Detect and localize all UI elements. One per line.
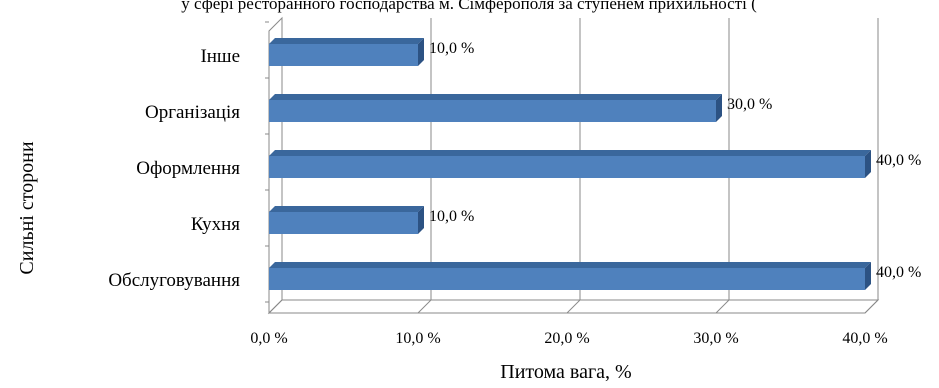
bar-top-face	[269, 150, 871, 156]
data-label: 10,0 %	[429, 40, 474, 57]
bar-side-face	[418, 38, 424, 66]
bar	[269, 100, 716, 122]
bars-layer	[269, 38, 871, 290]
top-text: у сфері ресторанного господарства м. Сім…	[181, 0, 757, 13]
bar-side-face	[716, 94, 722, 122]
data-label: 40,0 %	[876, 264, 921, 281]
bar-top-face	[269, 38, 424, 44]
bar-side-face	[418, 206, 424, 234]
floor-gridline	[864, 299, 879, 314]
floor-gridline	[417, 299, 432, 314]
grid-layer	[265, 16, 880, 315]
bar	[269, 44, 418, 66]
data-label: 10,0 %	[429, 208, 474, 225]
data-label: 40,0 %	[876, 152, 921, 169]
bar-side-face	[865, 262, 871, 290]
data-label: 30,0 %	[727, 96, 772, 113]
x-tick-label: 30,0 %	[693, 330, 738, 347]
labels-layer: 0,0 % 10,0 % 20,0 % 30,0 % 40,0 % Інше 10,0 % О…	[108, 40, 921, 347]
y-category-label: Кухня	[191, 214, 240, 235]
x-tick-label: 0,0 %	[250, 330, 287, 347]
y-category-label: Оформлення	[136, 158, 240, 179]
y-axis-title: Сильні сторони	[16, 141, 38, 274]
floor-gridline	[566, 299, 581, 314]
y-category-label: Інше	[200, 46, 240, 67]
bar-top-face	[269, 206, 424, 212]
floor-gridline	[715, 299, 730, 314]
x-tick-label: 40,0 %	[842, 330, 887, 347]
bar-top-face	[269, 94, 722, 100]
bar	[269, 156, 865, 178]
bar	[269, 268, 865, 290]
bar-top-face	[269, 262, 871, 268]
x-tick-label: 20,0 %	[544, 330, 589, 347]
floor-gridline	[268, 299, 283, 314]
x-tick-label: 10,0 %	[395, 330, 440, 347]
bar	[269, 212, 418, 234]
y-category-label: Організація	[145, 102, 240, 123]
bar-side-face	[865, 150, 871, 178]
y-category-label: Обслуговування	[108, 270, 240, 291]
x-axis-title: Питома вага, %	[500, 361, 631, 383]
